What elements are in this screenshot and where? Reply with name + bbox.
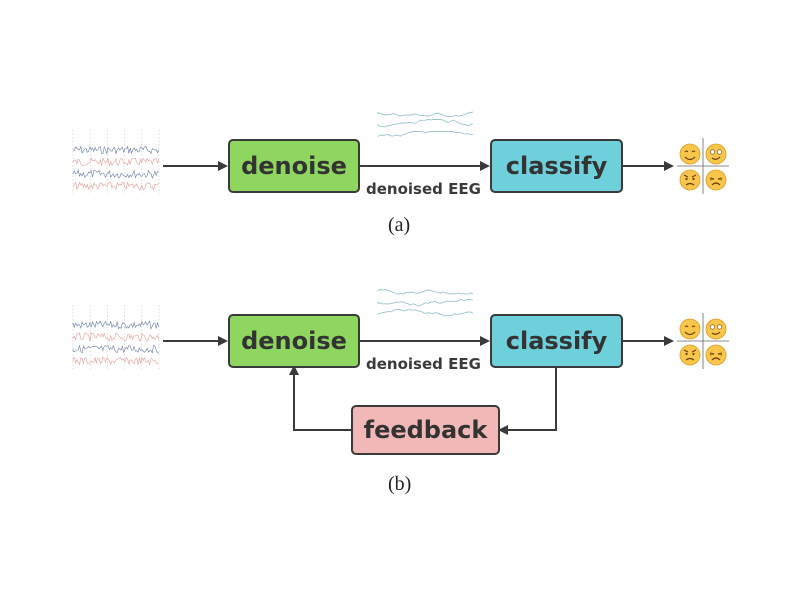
emotion-face-happy [679, 143, 701, 165]
emotion-quadrant-icon [677, 313, 729, 369]
emotion-face-angry [679, 169, 701, 191]
denoised-eeg-signal-icon [377, 111, 474, 138]
denoise-label: denoise [241, 327, 347, 355]
denoised-signal-trace [377, 131, 474, 138]
emotion-face-happy [679, 318, 701, 340]
signal-trace [72, 145, 160, 155]
classify-box-b: classify [490, 314, 623, 368]
classify-label: classify [505, 327, 608, 355]
emotion-face-smirk [705, 318, 727, 340]
denoised-signal-trace [377, 119, 474, 128]
classify-label: classify [505, 152, 608, 180]
denoised-signal-trace [377, 299, 474, 307]
denoised-signal-trace [377, 111, 474, 117]
signal-trace [72, 157, 160, 167]
caption-b: (b) [388, 473, 412, 495]
emotion-face-smirk [705, 143, 727, 165]
denoised-signal-trace [377, 309, 474, 317]
denoise-label: denoise [241, 152, 347, 180]
denoise-box-a: denoise [228, 139, 360, 193]
raw-eeg-signal-icon [72, 305, 160, 369]
arrow-classify-to-feedback [498, 368, 557, 435]
signal-trace [72, 181, 160, 191]
emotion-face-sad [705, 169, 727, 191]
feedback-label: feedback [363, 416, 488, 444]
raw-eeg-signal-icon [72, 130, 160, 194]
signal-trace [72, 356, 159, 366]
feedback-box: feedback [351, 405, 500, 455]
denoised-signal-trace [377, 288, 474, 295]
signal-trace [72, 169, 159, 179]
denoised-eeg-signal-icon [377, 288, 474, 317]
emotion-face-angry [679, 344, 701, 366]
emotion-quadrant-icon [677, 138, 729, 194]
edge-label-denoised-eeg-a: denoised EEG [366, 180, 481, 198]
classify-box-a: classify [490, 139, 623, 193]
signal-trace [72, 332, 160, 342]
edge-label-denoised-eeg-b: denoised EEG [366, 355, 481, 373]
signal-trace [72, 320, 160, 330]
arrow-feedback-to-denoise [289, 365, 351, 431]
emotion-face-sad [705, 344, 727, 366]
signal-trace [72, 344, 159, 354]
denoise-box-b: denoise [228, 314, 360, 368]
caption-a: (a) [388, 214, 411, 236]
